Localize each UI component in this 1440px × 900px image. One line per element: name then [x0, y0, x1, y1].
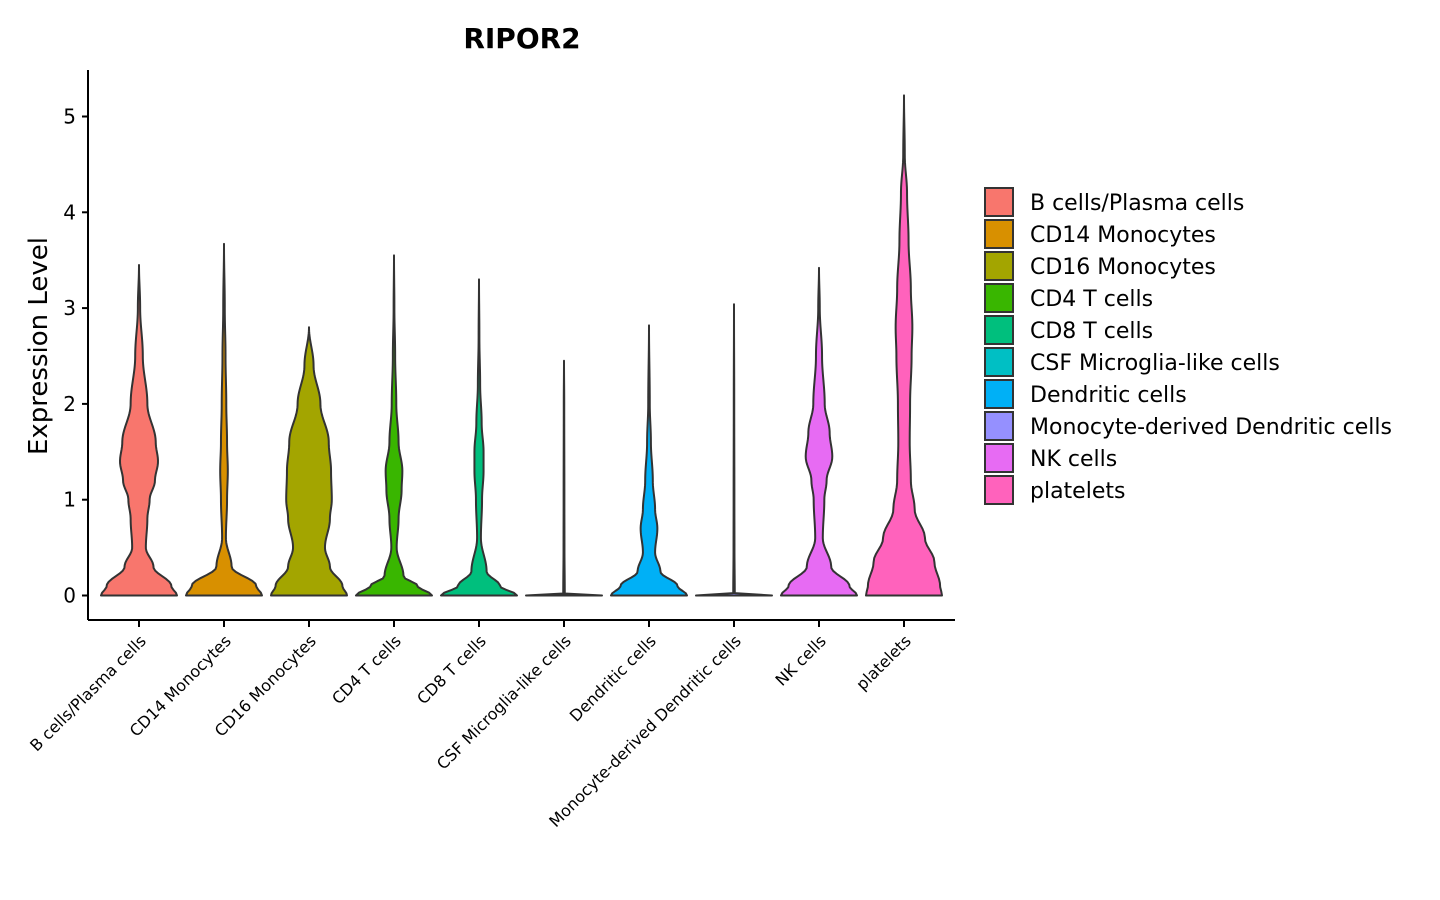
legend-label-b-cells-plasma-cells: B cells/Plasma cells — [1030, 191, 1244, 216]
legend-label-nk-cells: NK cells — [1030, 447, 1117, 472]
legend-swatch-dendritic-cells — [984, 379, 1014, 409]
violin-cd16-monocytes — [270, 326, 348, 597]
y-tick-label: 3 — [63, 296, 76, 320]
legend-swatch-cd16-monocytes — [984, 251, 1014, 281]
violin-dendritic-cells — [610, 324, 688, 597]
violin-platelets — [865, 94, 943, 597]
violins-group — [100, 94, 943, 597]
chart-title: RIPOR2 — [463, 22, 580, 55]
x-tick-label-cd4-t-cells: CD4 T cells — [328, 631, 405, 708]
x-tick-label-dendritic-cells: Dendritic cells — [566, 631, 660, 725]
x-tick-label-monocyte-derived-dendritic-cells: Monocyte-derived Dendritic cells — [545, 631, 745, 831]
y-tick-label: 5 — [63, 105, 76, 129]
legend-swatch-nk-cells — [984, 443, 1014, 473]
violin-cd14-monocytes — [185, 242, 263, 597]
y-tick-label: 0 — [63, 584, 76, 608]
legend-swatch-monocyte-derived-dendritic-cells — [984, 411, 1014, 441]
legend-swatch-platelets — [984, 475, 1014, 505]
legend-swatch-cd8-t-cells — [984, 315, 1014, 345]
x-tick-label-b-cells-plasma-cells: B cells/Plasma cells — [26, 631, 150, 755]
legend-label-platelets: platelets — [1030, 479, 1125, 504]
violin-b-cells-plasma-cells — [100, 263, 178, 597]
y-axis-label: Expression Level — [24, 237, 54, 455]
y-ticks-group: 0 1 2 3 4 5 — [63, 105, 88, 608]
legend-swatch-cd14-monocytes — [984, 219, 1014, 249]
x-tick-label-platelets: platelets — [852, 631, 915, 694]
legend-label-monocyte-derived-dendritic-cells: Monocyte-derived Dendritic cells — [1030, 415, 1392, 440]
x-tick-label-cd8-t-cells: CD8 T cells — [413, 631, 490, 708]
legend-label-cd4-t-cells: CD4 T cells — [1030, 287, 1153, 312]
y-tick-label: 1 — [63, 488, 76, 512]
violin-cd8-t-cells — [440, 278, 518, 597]
y-tick-label: 2 — [63, 392, 76, 416]
y-tick-label: 4 — [63, 200, 76, 224]
violin-cd4-t-cells — [355, 254, 433, 597]
x-tick-label-nk-cells: NK cells — [772, 631, 830, 689]
violin-monocyte-derived-dendritic-cells — [695, 303, 773, 597]
legend-label-cd14-monocytes: CD14 Monocytes — [1030, 223, 1216, 248]
legend-label-cd16-monocytes: CD16 Monocytes — [1030, 255, 1216, 280]
legend: B cells/Plasma cells CD14 Monocytes CD16 M… — [984, 187, 1392, 505]
legend-label-cd8-t-cells: CD8 T cells — [1030, 319, 1153, 344]
legend-swatch-b-cells-plasma-cells — [984, 187, 1014, 217]
legend-swatch-csf-microglia-like-cells — [984, 347, 1014, 377]
axes-group — [87, 70, 955, 621]
legend-swatch-cd4-t-cells — [984, 283, 1014, 313]
violin-nk-cells — [780, 266, 858, 597]
violin-csf-microglia-like-cells — [525, 359, 603, 597]
legend-label-csf-microglia-like-cells: CSF Microglia-like cells — [1030, 351, 1280, 376]
legend-label-dendritic-cells: Dendritic cells — [1030, 383, 1187, 408]
